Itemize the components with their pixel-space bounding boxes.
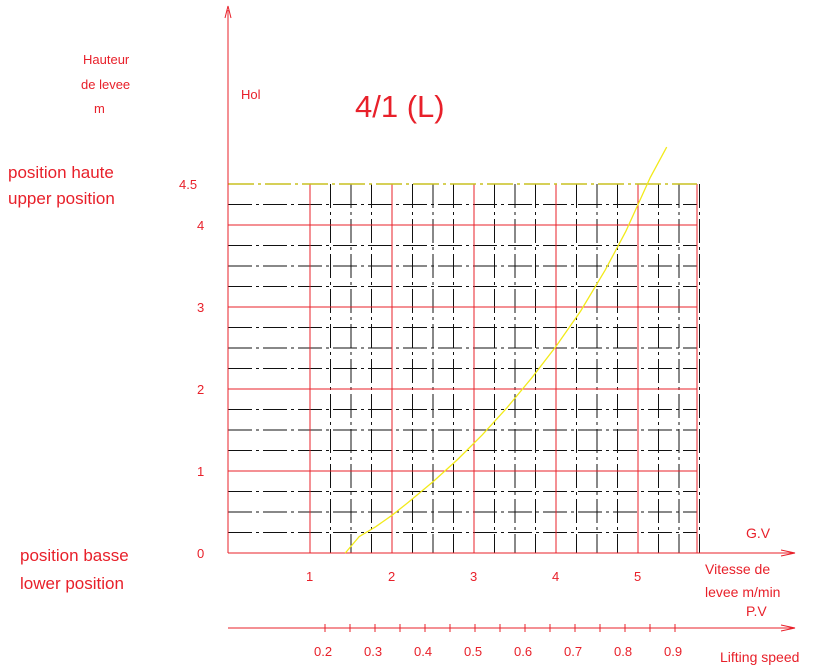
grid: [228, 183, 700, 553]
pv-axis-arrow: [780, 624, 796, 632]
upper-position-label-en: upper position: [8, 189, 115, 208]
pv-axis-label: P.V: [746, 603, 767, 619]
y-axis-title-line3: m: [94, 101, 105, 116]
pv-tick-label: 0.3: [364, 644, 382, 659]
speed-curve-group: [344, 146, 668, 554]
upper-position-label-fr: position haute: [8, 163, 114, 182]
pv-tick-label: 0.6: [514, 644, 532, 659]
pv-tick-label: 0.8: [614, 644, 632, 659]
gv-tick-label: 5: [634, 569, 641, 584]
axes: 0 1 2 3 4 4.5 1 2 3 4 5 0.2 0.3 0.4 0.5 0.6 0.7 0.8 0.9: [179, 5, 796, 659]
pv-tick-label: 0.2: [314, 644, 332, 659]
y-tick-label: 2: [197, 382, 204, 397]
gv-axis-label: G.V: [746, 525, 771, 541]
hoist-label: Hol: [241, 87, 261, 102]
lower-position-label-en: lower position: [20, 574, 124, 593]
pv-tick-label: 0.7: [564, 644, 582, 659]
y-axis-title-line1: Hauteur: [83, 52, 130, 67]
y-axis-arrow: [224, 5, 232, 19]
gv-axis-arrow: [780, 549, 796, 557]
pv-tick-label: 0.4: [414, 644, 432, 659]
pv-tick-label: 0.9: [664, 644, 682, 659]
gv-axis-title-line2: levee m/min: [705, 584, 780, 600]
gv-tick-label: 2: [388, 569, 395, 584]
y-tick-label: 1: [197, 464, 204, 479]
chart-title: 4/1 (L): [355, 89, 445, 124]
y-tick-label: 0: [197, 546, 204, 561]
pv-axis-title: Lifting speed: [720, 649, 799, 665]
speed-curve-line: [344, 146, 668, 554]
pv-tick-label: 0.5: [464, 644, 482, 659]
y-tick-label: 4.5: [179, 177, 197, 192]
gv-tick-label: 1: [306, 569, 313, 584]
y-tick-label: 3: [197, 300, 204, 315]
lower-position-label-fr: position basse: [20, 546, 129, 565]
gv-tick-label: 4: [552, 569, 559, 584]
y-axis-title-line2: de levee: [81, 77, 130, 92]
gv-tick-label: 3: [470, 569, 477, 584]
y-tick-label: 4: [197, 218, 204, 233]
gv-axis-title-line1: Vitesse de: [705, 561, 770, 577]
